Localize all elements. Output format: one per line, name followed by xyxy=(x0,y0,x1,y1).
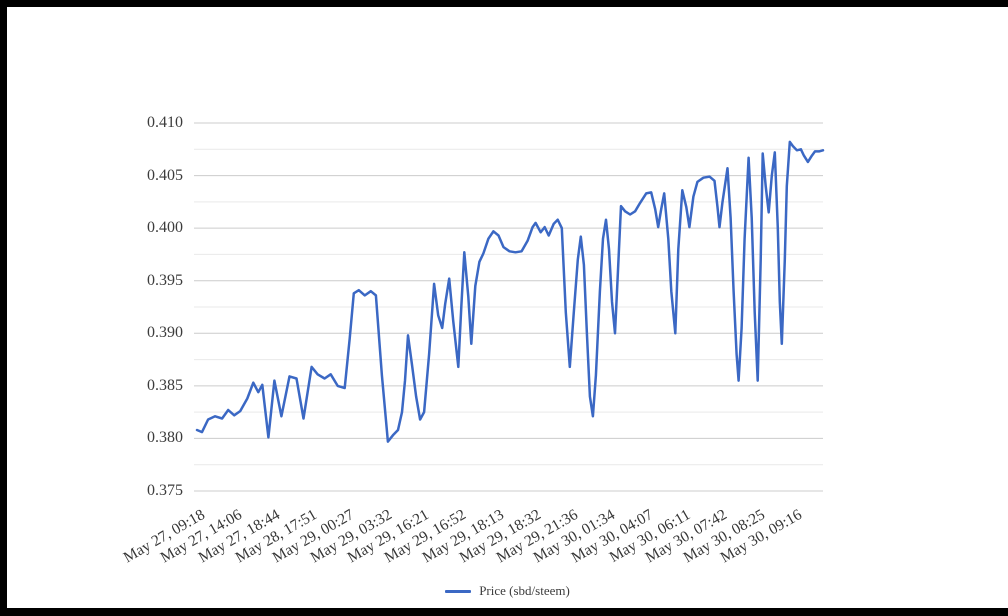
legend: Price (sbd/steem) xyxy=(7,583,1008,599)
y-axis-label: 0.395 xyxy=(147,271,183,289)
plot-area[interactable] xyxy=(194,122,825,493)
price-chart: 0.375 0.380 0.385 0.390 0.395 0.400 0.405 0.410… xyxy=(7,7,1008,608)
chart-canvas: 0.375 0.380 0.385 0.390 0.395 0.400 0.405 0.410… xyxy=(7,7,1008,608)
y-axis-label: 0.380 xyxy=(147,429,183,447)
y-axis-label: 0.390 xyxy=(147,324,183,342)
y-axis-label: 0.410 xyxy=(147,114,183,131)
legend-series-label: Price (sbd/steem) xyxy=(479,583,570,598)
y-axis-label: 0.405 xyxy=(147,166,183,184)
price-line-series[interactable] xyxy=(195,140,825,443)
legend-line-swatch xyxy=(445,589,472,593)
y-axis-label: 0.385 xyxy=(147,376,183,394)
y-axis-label: 0.375 xyxy=(147,482,183,499)
y-axis-label: 0.400 xyxy=(147,219,183,237)
